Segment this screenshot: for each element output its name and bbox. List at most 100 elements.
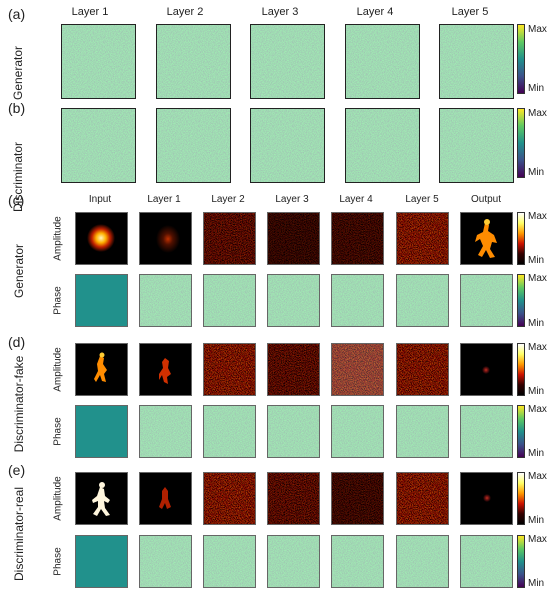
panel-d-layer-3-amplitude [267, 343, 320, 396]
panel-d-amplitude-colorbar-max: Max [528, 342, 547, 353]
panel-e-layer-4-amplitude [331, 472, 384, 525]
panel-e-output-amplitude [460, 472, 513, 525]
top-col-header-1: Layer 1 [71, 6, 109, 18]
panel-b-layer-2-tile [156, 108, 231, 183]
panel-c-layer-2-phase [203, 274, 256, 327]
panel-a-label: (a) [8, 6, 26, 22]
panel-b-layer-3-tile [250, 108, 325, 183]
panel-d-phase-label: Phase [52, 417, 64, 446]
panel-b-label: (b) [8, 100, 26, 116]
panel-c-phase-colorbar [517, 274, 525, 327]
panel-b-colorbar-max: Max [528, 108, 547, 119]
panel-c-layer-1-amplitude [139, 212, 192, 265]
panel-c-layer-1-phase [139, 274, 192, 327]
panel-e-layer-5-amplitude [396, 472, 449, 525]
panel-c-phase-colorbar-max: Max [528, 273, 547, 284]
panel-a-colorbar-max: Max [528, 24, 547, 35]
panel-b-colorbar-min: Min [528, 167, 545, 178]
panel-e-phase-colorbar-max: Max [528, 534, 547, 545]
panel-d-row-label: Discriminator-fake [12, 355, 26, 453]
panel-e-layer-1-phase [139, 535, 192, 588]
panel-e-input-phase [75, 535, 128, 588]
panel-c-layer-3-amplitude [267, 212, 320, 265]
panel-d-layer-3-phase [267, 405, 320, 458]
panel-c-amplitude-label: Amplitude [52, 216, 64, 261]
panel-e-amplitude-colorbar-min: Min [528, 515, 545, 526]
panel-c-row-label: Generator [12, 243, 26, 299]
panel-d-output-amplitude [460, 343, 513, 396]
panel-b-layer-4-tile [345, 108, 420, 183]
panel-d-layer-5-amplitude [396, 343, 449, 396]
bottom-col-header-output: Output [470, 194, 502, 205]
panel-a-layer-5-tile [439, 24, 514, 99]
panel-e-phase-label: Phase [52, 547, 64, 576]
panel-d-layer-1-amplitude [139, 343, 192, 396]
top-col-header-2: Layer 2 [166, 6, 204, 18]
top-col-header-3: Layer 3 [261, 6, 299, 18]
panel-d-amplitude-colorbar [517, 343, 525, 396]
panel-b-colorbar [517, 108, 525, 178]
panel-e-layer-2-amplitude [203, 472, 256, 525]
panel-d-phase-colorbar-min: Min [528, 448, 545, 459]
panel-a-colorbar-min: Min [528, 83, 545, 94]
panel-c-input-amplitude [75, 212, 128, 265]
panel-a-layer-1-tile [61, 24, 136, 99]
panel-e-amplitude-colorbar [517, 472, 525, 525]
panel-e-row-label: Discriminator-real [12, 487, 26, 582]
panel-d-phase-colorbar-max: Max [528, 404, 547, 415]
panel-a-layer-2-tile [156, 24, 231, 99]
panel-e-layer-3-amplitude [267, 472, 320, 525]
panel-d-layer-2-phase [203, 405, 256, 458]
panel-c-phase-label: Phase [52, 286, 64, 315]
panel-e-phase-colorbar-min: Min [528, 578, 545, 589]
panel-d-input-phase [75, 405, 128, 458]
panel-d-layer-5-phase [396, 405, 449, 458]
panel-d-layer-4-amplitude [331, 343, 384, 396]
panel-a-layer-4-tile [345, 24, 420, 99]
panel-d-amplitude-label: Amplitude [52, 347, 64, 392]
panel-c-layer-5-phase [396, 274, 449, 327]
panel-a-layer-3-tile [250, 24, 325, 99]
panel-c-layer-4-amplitude [331, 212, 384, 265]
top-col-header-5: Layer 5 [451, 6, 489, 18]
bottom-col-header-layer-2: Layer 2 [211, 194, 245, 205]
panel-e-input-amplitude [75, 472, 128, 525]
panel-d-input-amplitude [75, 343, 128, 396]
panel-c-phase-colorbar-min: Min [528, 318, 545, 329]
panel-e-layer-4-phase [331, 535, 384, 588]
panel-e-layer-2-phase [203, 535, 256, 588]
panel-c-layer-5-amplitude [396, 212, 449, 265]
top-col-header-4: Layer 4 [356, 6, 394, 18]
panel-e-layer-5-phase [396, 535, 449, 588]
panel-d-output-phase [460, 405, 513, 458]
bottom-col-header-layer-4: Layer 4 [339, 194, 373, 205]
panel-d-label: (d) [8, 334, 26, 350]
bottom-col-header-layer-1: Layer 1 [147, 194, 181, 205]
panel-e-layer-3-phase [267, 535, 320, 588]
panel-e-phase-colorbar [517, 535, 525, 588]
panel-c-layer-4-phase [331, 274, 384, 327]
panel-b-layer-5-tile [439, 108, 514, 183]
panel-e-label: (e) [8, 462, 26, 478]
panel-e-amplitude-label: Amplitude [52, 476, 64, 521]
panel-e-output-phase [460, 535, 513, 588]
bottom-col-header-input: Input [88, 194, 112, 205]
panel-b-layer-1-tile [61, 108, 136, 183]
panel-d-layer-2-amplitude [203, 343, 256, 396]
panel-a-colorbar [517, 24, 525, 94]
panel-d-amplitude-colorbar-min: Min [528, 386, 545, 397]
panel-c-layer-3-phase [267, 274, 320, 327]
panel-e-layer-1-amplitude [139, 472, 192, 525]
panel-d-phase-colorbar [517, 405, 525, 458]
panel-d-layer-1-phase [139, 405, 192, 458]
panel-e-amplitude-colorbar-max: Max [528, 471, 547, 482]
panel-c-output-phase [460, 274, 513, 327]
panel-d-layer-4-phase [331, 405, 384, 458]
panel-c-label: (c) [8, 192, 25, 208]
panel-c-layer-2-amplitude [203, 212, 256, 265]
panel-c-amplitude-colorbar-min: Min [528, 255, 545, 266]
bottom-col-header-layer-3: Layer 3 [275, 194, 309, 205]
panel-c-output-amplitude [460, 212, 513, 265]
bottom-col-header-layer-5: Layer 5 [405, 194, 439, 205]
panel-c-amplitude-colorbar [517, 212, 525, 265]
